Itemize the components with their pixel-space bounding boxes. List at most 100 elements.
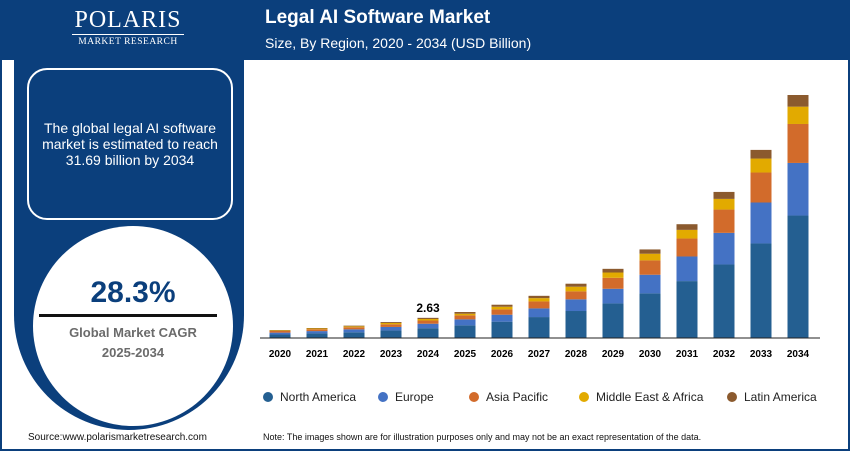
- x-tick-label: 2029: [602, 349, 625, 360]
- bar-segment: [343, 332, 365, 338]
- logo-sub: MARKET RESEARCH: [72, 34, 184, 47]
- bar-segment: [380, 326, 402, 331]
- bar-segment: [528, 317, 550, 338]
- legend-label: Europe: [395, 390, 434, 404]
- legend-label: Middle East & Africa: [596, 390, 704, 404]
- bar-segment: [417, 317, 439, 319]
- x-tick-label: 2025: [454, 349, 477, 360]
- legend-marker: [263, 392, 273, 402]
- cagr-label-line1: Global Market CAGR: [69, 325, 197, 340]
- bar-segment: [343, 326, 365, 328]
- chart-subtitle: Size, By Region, 2020 - 2034 (USD Billio…: [265, 35, 532, 51]
- cagr-label: Global Market CAGR 2025-2034: [33, 323, 233, 363]
- bar-segment: [269, 332, 291, 335]
- x-tick-label: 2022: [343, 349, 366, 360]
- bar-segment: [491, 306, 513, 310]
- bar-segment: [454, 312, 476, 314]
- bar-segment: [491, 321, 513, 338]
- x-tick-label: 2027: [528, 349, 551, 360]
- x-tick-label: 2021: [306, 349, 329, 360]
- chart-title: Legal AI Software Market: [265, 7, 491, 28]
- bar-segment: [676, 256, 698, 282]
- bar-segment: [491, 314, 513, 322]
- bar-segment: [528, 308, 550, 318]
- bar-segment: [639, 249, 661, 254]
- bar-segment: [787, 162, 809, 216]
- bar-segment: [380, 322, 402, 323]
- bar-segment: [565, 311, 587, 338]
- bar-segment: [639, 274, 661, 294]
- bar-segment: [639, 260, 661, 275]
- bar-segment: [380, 322, 402, 325]
- bar-segment: [417, 328, 439, 338]
- bar-segment: [306, 331, 328, 334]
- bar-segment: [380, 330, 402, 338]
- bar-segment: [787, 95, 809, 107]
- bar-segment: [602, 268, 624, 273]
- x-tick-label: 2020: [269, 349, 292, 360]
- bar-segment: [454, 313, 476, 316]
- cagr-label-line2: 2025-2034: [101, 345, 165, 360]
- bar-segment: [528, 298, 550, 302]
- bar-segment: [750, 158, 772, 173]
- source-text: Source:www.polarismarketresearch.com: [28, 432, 207, 443]
- bar-segment: [602, 288, 624, 304]
- x-tick-label: 2026: [491, 349, 514, 360]
- bar-segment: [639, 293, 661, 338]
- stacked-bar-chart: 2020 2021 2022 2023 2024 2.63 2025 2026 2027 2028…: [260, 95, 820, 404]
- legend-label: Asia Pacific: [486, 390, 548, 404]
- bar-segment: [602, 277, 624, 289]
- bar-segment: [676, 238, 698, 257]
- bar-segment: [343, 325, 365, 327]
- bar-segment: [306, 333, 328, 338]
- bar-segment: [750, 172, 772, 203]
- x-tick-label: 2023: [380, 349, 403, 360]
- bar-segment: [269, 334, 291, 338]
- bar-segment: [306, 329, 328, 332]
- legend-marker: [378, 392, 388, 402]
- cagr-value: 28.3%: [90, 276, 176, 309]
- x-tick-label: 2030: [639, 349, 662, 360]
- bar-segment: [602, 303, 624, 338]
- bar-segment: [602, 272, 624, 278]
- x-tick-label: 2034: [787, 349, 810, 360]
- logo: POLARIS MARKET RESEARCH: [72, 8, 184, 47]
- bar-segment: [639, 253, 661, 261]
- x-tick-label: 2024: [417, 349, 440, 360]
- cagr-circle: 28.3% Global Market CAGR 2025-2034: [33, 226, 233, 426]
- bar-segment: [343, 327, 365, 330]
- bar-segment: [528, 295, 550, 299]
- x-tick-label: 2028: [565, 349, 588, 360]
- bar-segment: [565, 299, 587, 312]
- data-label: 2.63: [416, 301, 440, 315]
- bar-segment: [713, 209, 735, 233]
- bar-segment: [269, 330, 291, 333]
- info-text: The global legal AI software market is e…: [42, 120, 218, 168]
- bar-segment: [787, 123, 809, 163]
- bar-segment: [417, 320, 439, 324]
- legend-label: North America: [280, 390, 356, 404]
- note-text: Note: The images shown are for illustrat…: [263, 432, 702, 442]
- bar-segment: [417, 318, 439, 321]
- legend-marker: [727, 392, 737, 402]
- bar-segment: [713, 198, 735, 210]
- legend-label: Latin America: [744, 390, 817, 404]
- bar-segment: [454, 319, 476, 326]
- bar-segment: [750, 149, 772, 159]
- bar-segment: [417, 323, 439, 329]
- legend-marker: [579, 392, 589, 402]
- bar-segment: [454, 325, 476, 338]
- bar-segment: [750, 243, 772, 338]
- bar-segment: [750, 202, 772, 244]
- bar-segment: [676, 224, 698, 230]
- x-tick-label: 2032: [713, 349, 736, 360]
- info-box: The global legal AI software market is e…: [27, 68, 233, 220]
- bar-segment: [380, 324, 402, 327]
- legend-marker: [469, 392, 479, 402]
- bar-segment: [306, 328, 328, 330]
- bar-segment: [565, 283, 587, 287]
- bar-segment: [269, 330, 291, 331]
- x-tick-label: 2033: [750, 349, 773, 360]
- bar-segment: [676, 281, 698, 338]
- bar-segment: [787, 215, 809, 338]
